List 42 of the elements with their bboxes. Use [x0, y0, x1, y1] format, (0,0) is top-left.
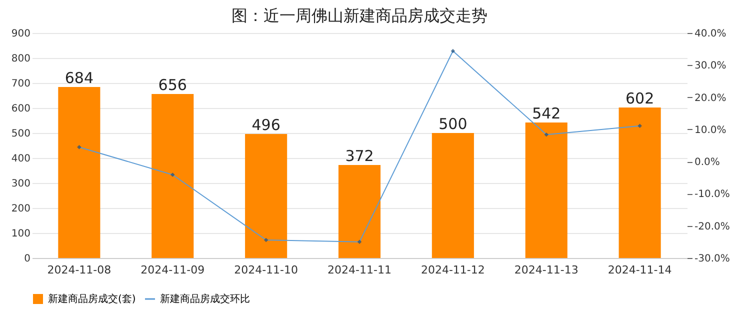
y-tick-label: 500: [11, 128, 30, 140]
x-tick-label: 2024-11-11: [328, 264, 392, 276]
y-tick-label: 100: [11, 228, 30, 240]
y2-tick-label: 20.0%: [694, 92, 726, 104]
data-label: 684: [64, 69, 94, 87]
y2-tick-label: -30.0%: [694, 254, 730, 264]
data-label: 372: [345, 147, 374, 165]
bar: [525, 122, 568, 258]
y-tick-label: 900: [11, 28, 30, 40]
bar: [432, 133, 474, 258]
bar: [618, 108, 661, 258]
y2-tick-label: 40.0%: [694, 28, 726, 40]
data-label: 542: [532, 104, 561, 122]
x-tick-label: 2024-11-12: [420, 264, 485, 276]
chart-title: 图：近一周佛山新建商品房成交走势: [232, 6, 488, 25]
y-tick-label: 700: [11, 78, 30, 90]
bar: [58, 87, 100, 258]
data-label: 500: [438, 115, 468, 133]
data-label: 496: [252, 116, 280, 134]
bar: [338, 165, 381, 258]
y2-tick-label: -20.0%: [694, 221, 730, 232]
y-tick-label: 600: [11, 104, 30, 114]
bar: [152, 94, 194, 258]
x-tick-label: 2024-11-14: [608, 264, 672, 276]
data-label: 656: [158, 76, 187, 94]
x-tick-label: 2024-11-13: [514, 264, 578, 276]
y2-tick-label: 10.0%: [694, 124, 726, 136]
y-tick-label: 300: [11, 178, 30, 190]
legend-label: 新建商品房成交环比: [160, 293, 250, 305]
y2-tick-label: -10.0%: [694, 189, 730, 200]
x-tick-label: 2024-11-09: [140, 264, 205, 276]
bar: [245, 134, 288, 258]
x-tick-label: 2024-11-08: [47, 264, 112, 276]
y2-tick-label: 30.0%: [694, 60, 726, 72]
y-tick-label: 800: [11, 54, 30, 64]
y2-tick-label: 0.0%: [694, 157, 720, 168]
legend-label: 新建商品房成交(套): [48, 293, 136, 305]
y-tick-label: 0: [24, 254, 30, 264]
data-label: 602: [625, 90, 654, 108]
y-tick-label: 200: [11, 204, 30, 214]
x-tick-label: 2024-11-10: [234, 264, 298, 276]
y-tick-label: 400: [11, 154, 30, 164]
